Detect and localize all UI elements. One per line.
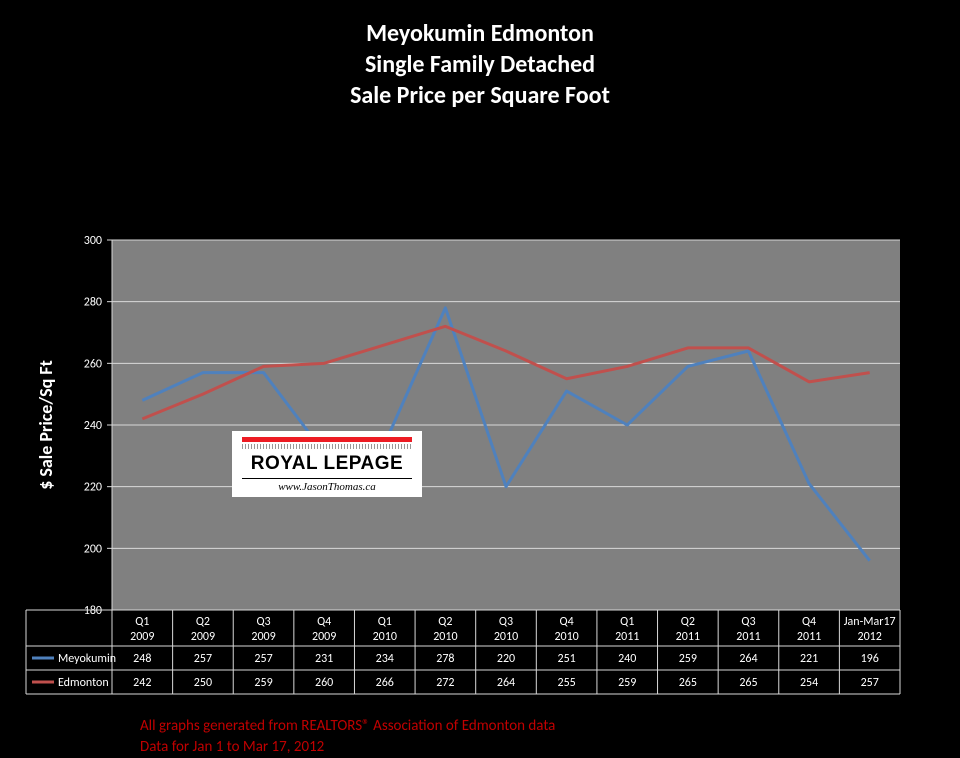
svg-text:257: 257 bbox=[861, 676, 879, 690]
price-chart: 180200220240260280300Q12009Q22009Q32009Q… bbox=[0, 112, 960, 704]
svg-text:Q3: Q3 bbox=[499, 615, 513, 629]
svg-text:278: 278 bbox=[436, 652, 454, 666]
svg-text:264: 264 bbox=[497, 676, 515, 690]
svg-text:200: 200 bbox=[84, 542, 102, 556]
logo-brand: ROYAL LEPAGE bbox=[232, 453, 422, 475]
svg-text:251: 251 bbox=[557, 652, 575, 666]
svg-text:265: 265 bbox=[679, 676, 697, 690]
svg-text:2011: 2011 bbox=[797, 630, 821, 644]
svg-text:255: 255 bbox=[557, 676, 575, 690]
svg-text:231: 231 bbox=[315, 652, 333, 666]
svg-text:221: 221 bbox=[800, 652, 818, 666]
title-line-3: Sale Price per Square Foot bbox=[350, 81, 610, 110]
svg-text:Q4: Q4 bbox=[317, 615, 331, 629]
svg-text:Meyokumin: Meyokumin bbox=[58, 652, 116, 666]
svg-text:280: 280 bbox=[84, 295, 102, 309]
svg-text:248: 248 bbox=[133, 652, 151, 666]
svg-text:240: 240 bbox=[618, 652, 636, 666]
svg-text:250: 250 bbox=[194, 676, 212, 690]
svg-text:260: 260 bbox=[84, 357, 102, 371]
svg-text:Q4: Q4 bbox=[560, 615, 574, 629]
svg-text:2009: 2009 bbox=[251, 630, 275, 644]
chart-title: Meyokumin Edmonton Single Family Detache… bbox=[0, 0, 960, 112]
svg-text:240: 240 bbox=[84, 419, 102, 433]
svg-text:259: 259 bbox=[679, 652, 697, 666]
svg-text:Q2: Q2 bbox=[681, 615, 695, 629]
svg-text:$ Sale Price/Sq Ft: $ Sale Price/Sq Ft bbox=[35, 360, 57, 490]
svg-text:Q1: Q1 bbox=[620, 615, 634, 629]
svg-text:259: 259 bbox=[618, 676, 636, 690]
svg-text:Q1: Q1 bbox=[378, 615, 392, 629]
svg-text:Q3: Q3 bbox=[741, 615, 755, 629]
svg-text:254: 254 bbox=[800, 676, 818, 690]
svg-text:220: 220 bbox=[84, 480, 102, 494]
svg-text:242: 242 bbox=[133, 676, 151, 690]
svg-text:Q3: Q3 bbox=[256, 615, 270, 629]
svg-text:2011: 2011 bbox=[676, 630, 700, 644]
svg-text:257: 257 bbox=[194, 652, 212, 666]
svg-text:Q2: Q2 bbox=[196, 615, 210, 629]
svg-text:Edmonton: Edmonton bbox=[58, 676, 109, 690]
svg-text:Q2: Q2 bbox=[438, 615, 452, 629]
svg-text:272: 272 bbox=[436, 676, 454, 690]
royal-lepage-logo: ROYAL LEPAGE www.JasonThomas.ca bbox=[232, 431, 422, 497]
svg-text:2009: 2009 bbox=[130, 630, 154, 644]
svg-text:265: 265 bbox=[739, 676, 757, 690]
svg-text:2010: 2010 bbox=[373, 630, 397, 644]
svg-text:220: 220 bbox=[497, 652, 515, 666]
svg-text:2009: 2009 bbox=[191, 630, 215, 644]
svg-text:264: 264 bbox=[739, 652, 757, 666]
svg-text:2011: 2011 bbox=[615, 630, 639, 644]
svg-text:Q4: Q4 bbox=[802, 615, 816, 629]
svg-text:2010: 2010 bbox=[494, 630, 518, 644]
svg-text:257: 257 bbox=[254, 652, 272, 666]
footer-line-1: All graphs generated from REALTORS® Asso… bbox=[140, 717, 555, 735]
svg-text:2012: 2012 bbox=[858, 630, 882, 644]
svg-text:180: 180 bbox=[84, 604, 102, 618]
title-line-1: Meyokumin Edmonton bbox=[366, 19, 594, 48]
svg-text:2010: 2010 bbox=[554, 630, 578, 644]
footer-line-2: Data for Jan 1 to Mar 17, 2012 bbox=[140, 738, 324, 756]
svg-text:234: 234 bbox=[376, 652, 394, 666]
svg-text:Jan-Mar17: Jan-Mar17 bbox=[844, 615, 896, 629]
svg-text:260: 260 bbox=[315, 676, 333, 690]
svg-text:2011: 2011 bbox=[736, 630, 760, 644]
svg-text:300: 300 bbox=[84, 234, 102, 248]
svg-text:259: 259 bbox=[254, 676, 272, 690]
svg-text:2009: 2009 bbox=[312, 630, 336, 644]
svg-text:2010: 2010 bbox=[433, 630, 457, 644]
title-line-2: Single Family Detached bbox=[365, 50, 595, 79]
logo-url: www.JasonThomas.ca bbox=[242, 478, 412, 493]
footer-note: All graphs generated from REALTORS® Asso… bbox=[140, 716, 960, 758]
svg-text:266: 266 bbox=[376, 676, 394, 690]
svg-text:Q1: Q1 bbox=[135, 615, 149, 629]
svg-text:196: 196 bbox=[861, 652, 879, 666]
